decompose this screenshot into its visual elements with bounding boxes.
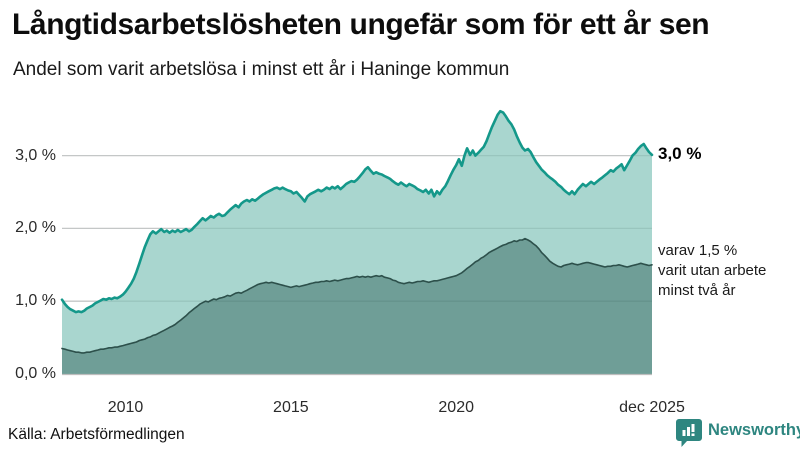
annotation-line: minst två år	[658, 282, 736, 299]
annotation-line: varit utan arbete	[658, 262, 767, 279]
y-tick-label: 1,0 %	[15, 292, 56, 310]
x-tick-label: dec 2025	[619, 399, 685, 416]
page-subtitle: Andel som varit arbetslösa i minst ett å…	[13, 59, 510, 80]
newsworthy-logo-icon	[676, 419, 702, 447]
page-title: Långtidsarbetslösheten ungefär som för e…	[12, 8, 710, 41]
y-tick-label: 2,0 %	[15, 219, 56, 237]
series-total-line	[60, 109, 654, 314]
series-two-years-area	[62, 238, 652, 374]
series-two-years-line	[61, 237, 653, 354]
source-attribution: Källa: Arbetsförmedlingen	[8, 426, 185, 443]
series-end-value-label: 3,0 %	[658, 144, 702, 163]
newsworthy-brand: Newsworthy	[676, 417, 800, 447]
x-tick-label: 2020	[438, 399, 474, 416]
y-tick-label: 0,0 %	[15, 365, 56, 382]
x-tick-label: 2010	[107, 399, 144, 416]
annotation-line: varav 1,5 %	[658, 242, 738, 259]
x-tick-label: 2015	[273, 399, 309, 416]
series-detail-annotation: varav 1,5 % varit utan arbete minst två …	[658, 241, 766, 301]
y-tick-label: 3,0 %	[15, 146, 56, 164]
newsworthy-brand-label: Newsworthy	[708, 421, 800, 439]
